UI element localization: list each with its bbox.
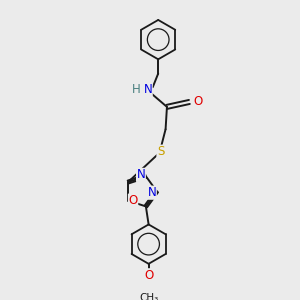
Text: O: O [128, 194, 138, 207]
Text: N: N [148, 186, 156, 199]
Text: CH₃: CH₃ [139, 293, 158, 300]
Text: N: N [136, 168, 145, 182]
Text: N: N [143, 83, 152, 96]
Text: S: S [157, 145, 164, 158]
Text: O: O [194, 95, 203, 109]
Text: H: H [131, 82, 140, 96]
Text: O: O [144, 269, 153, 282]
